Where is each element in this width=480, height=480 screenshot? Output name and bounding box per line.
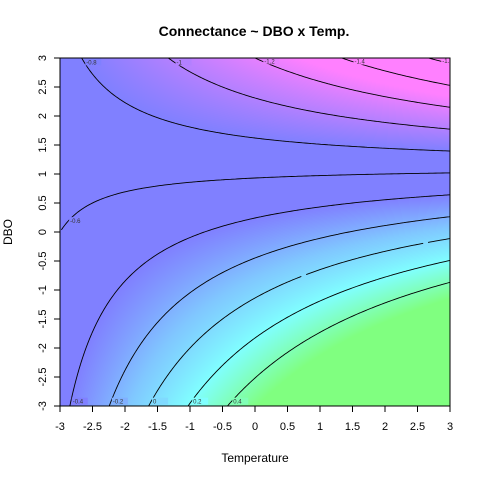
contour-line bbox=[254, 58, 450, 108]
contour-lines: -1.6 -1.4 -1.2 -1 -0.8 -0.6 -0.4 -0.2 0 0.2 0.4 bbox=[61, 58, 453, 406]
y-tick-label: -1 bbox=[37, 285, 49, 295]
x-tick-label: -1 bbox=[185, 421, 195, 433]
y-tick-label: -3 bbox=[37, 401, 49, 411]
x-tick-label: 1.5 bbox=[345, 421, 360, 433]
contour-label: 0.2 bbox=[193, 400, 202, 406]
x-tick-label: -0.5 bbox=[213, 421, 232, 433]
y-tick-label: -1.5 bbox=[37, 310, 49, 329]
x-tick-label: -2 bbox=[120, 421, 130, 433]
plot-area: -1.6 -1.4 -1.2 -1 -0.8 -0.6 -0.4 -0.2 0 0.2 0.4 bbox=[59, 57, 453, 407]
contour-label-bg bbox=[441, 58, 450, 65]
contour-label-bg bbox=[175, 58, 192, 66]
x-tick-label: 3 bbox=[447, 421, 453, 433]
contour-label: -1.6 bbox=[442, 59, 453, 65]
contour-label-bg bbox=[192, 397, 209, 405]
contour-label: -0.6 bbox=[70, 219, 81, 225]
contour-label: -0.4 bbox=[73, 400, 84, 406]
x-tick-label: -1.5 bbox=[148, 421, 167, 433]
y-tick-label: -2 bbox=[37, 343, 49, 353]
x-axis: -3 -2.5 -2 -1.5 -1 -0.5 0 0.5 1 1.5 2 2.5 3 bbox=[55, 405, 453, 433]
contour-label: -0.2 bbox=[113, 400, 124, 406]
contour-label: 0 bbox=[153, 400, 157, 406]
contour-label-bg bbox=[353, 58, 370, 65]
y-tick-label: 0 bbox=[37, 229, 49, 235]
x-tick-label: 0 bbox=[252, 421, 258, 433]
x-tick-label: 0.5 bbox=[280, 421, 295, 433]
y-axis-label: DBO bbox=[1, 219, 15, 245]
x-axis-label: Temperature bbox=[221, 451, 289, 465]
contour-line bbox=[69, 194, 450, 406]
chart-title: Connectance ~ DBO x Temp. bbox=[159, 23, 350, 39]
contour-label: -1 bbox=[177, 60, 183, 66]
y-tick-label: -2.5 bbox=[37, 368, 49, 387]
y-tick-label: 2.5 bbox=[37, 79, 49, 94]
contour-line bbox=[81, 58, 450, 152]
contour-label: -1.2 bbox=[264, 59, 275, 65]
contour-line bbox=[108, 216, 450, 406]
x-tick-label: -3 bbox=[55, 421, 65, 433]
y-tick-label: 1.5 bbox=[37, 137, 49, 152]
contour-label: 0.4 bbox=[233, 400, 242, 406]
y-tick-label: -0.5 bbox=[37, 252, 49, 271]
contour-label-bg bbox=[232, 397, 249, 405]
x-tick-label: 2.5 bbox=[410, 421, 425, 433]
contour-label-bg bbox=[71, 397, 88, 405]
contour-label-bg bbox=[152, 397, 169, 405]
contour-label: -1.4 bbox=[355, 60, 366, 66]
y-tick-label: 2 bbox=[37, 113, 49, 119]
y-axis: -3 -2.5 -2 -1.5 -1 -0.5 0 0.5 1 1.5 2 2.5 3 bbox=[37, 55, 61, 411]
x-tick-label: -2.5 bbox=[83, 421, 102, 433]
y-tick-label: 1 bbox=[37, 171, 49, 177]
contour-label-bg bbox=[263, 58, 280, 65]
contour-label: -0.8 bbox=[86, 60, 97, 66]
contour-line bbox=[187, 260, 450, 406]
contour-line bbox=[148, 238, 450, 406]
contour-label-bg bbox=[111, 397, 128, 405]
contour-line bbox=[341, 58, 450, 86]
contour-label-bg bbox=[85, 58, 102, 66]
y-tick-label: 0.5 bbox=[37, 195, 49, 210]
x-tick-label: 2 bbox=[382, 421, 388, 433]
x-tick-label: 1 bbox=[317, 421, 323, 433]
contour-label-bg bbox=[69, 217, 86, 225]
contour-line bbox=[61, 172, 450, 231]
heatmap-surface bbox=[60, 58, 450, 406]
contour-line bbox=[168, 58, 450, 130]
y-tick-label: 3 bbox=[37, 55, 49, 61]
